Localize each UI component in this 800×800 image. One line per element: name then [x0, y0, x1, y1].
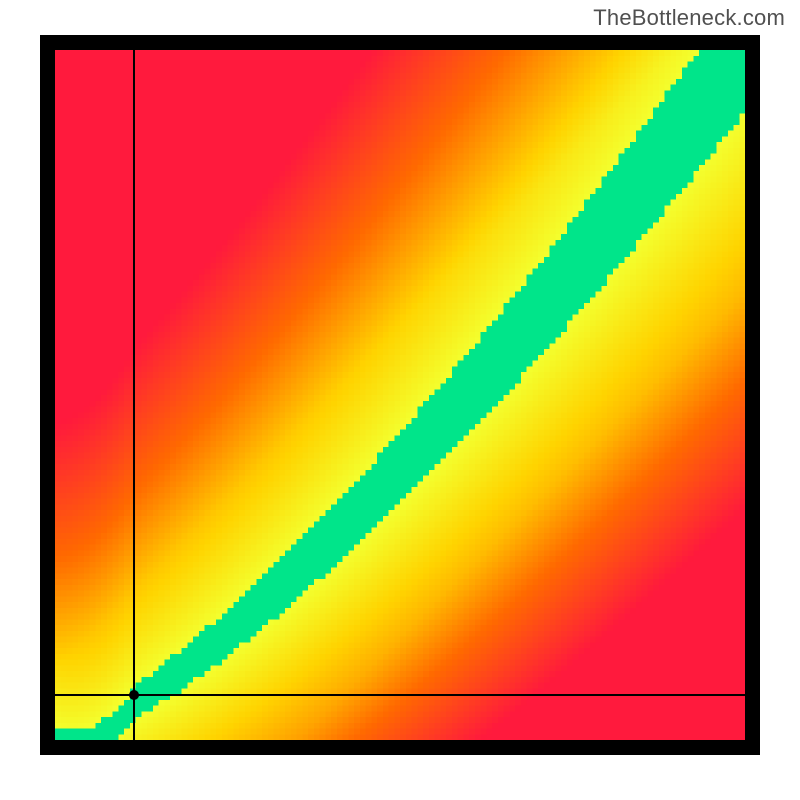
heatmap-canvas — [55, 50, 745, 740]
crosshair-vertical — [133, 50, 135, 740]
plot-frame — [40, 35, 760, 755]
plot-area — [55, 50, 745, 740]
chart-container: { "watermark": { "text": "TheBottleneck.… — [0, 0, 800, 800]
crosshair-horizontal — [55, 694, 745, 696]
watermark-text: TheBottleneck.com — [593, 5, 785, 31]
